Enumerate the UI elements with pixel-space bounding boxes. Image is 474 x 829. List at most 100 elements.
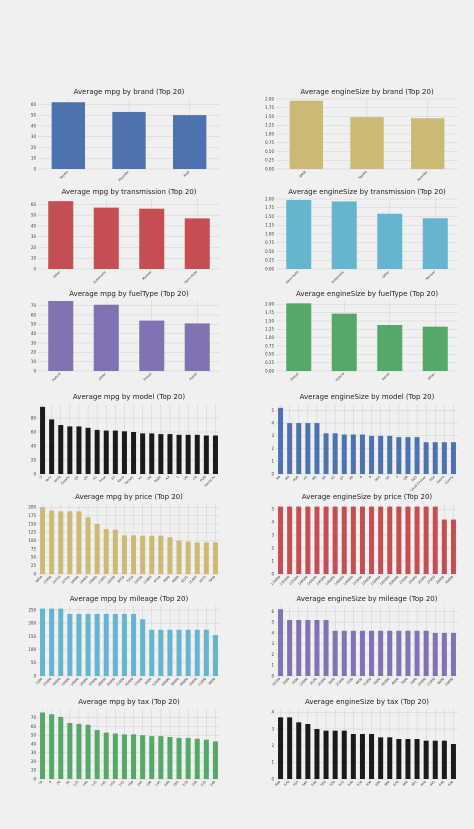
bar	[194, 738, 200, 779]
plot-area	[38, 404, 220, 474]
x-tick-label: A4	[165, 475, 171, 481]
chart-title: Average mpg by brand (Top 20)	[74, 88, 185, 96]
y-tick-label: 10	[31, 768, 37, 773]
y-tick-label: 40	[31, 223, 37, 228]
chart-panel-13: Average engineSize by tax (Top 20)012345…	[271, 698, 458, 787]
bar	[296, 722, 302, 779]
x-tick-label: Corolla	[60, 475, 71, 486]
x-tick-label: 9000	[144, 677, 153, 686]
bar	[441, 740, 447, 779]
y-tick-label: 0	[33, 571, 36, 576]
x-tick-label: 10	[38, 780, 44, 786]
x-tick-label: Ioniq	[53, 475, 61, 483]
y-tick-label: 4	[271, 420, 274, 425]
x-tick-label: 1	[175, 475, 179, 479]
x-tick-label: 15750	[61, 575, 71, 585]
bar	[378, 506, 384, 574]
bar	[323, 433, 329, 474]
plot-area	[276, 404, 458, 474]
bar	[296, 506, 302, 574]
x-tick-label: 21000	[115, 677, 125, 687]
bar	[314, 729, 320, 779]
bar	[67, 723, 73, 779]
chart-title: Average engineSize by transmission (Top …	[288, 188, 446, 196]
bar	[305, 506, 311, 574]
x-tick-label: 1000	[409, 677, 418, 686]
bar	[359, 630, 365, 676]
y-tick-label: 0.25	[265, 158, 274, 163]
y-tick-label: 125	[28, 530, 36, 535]
bar	[194, 542, 200, 574]
chart-title: Average engineSize by tax (Top 20)	[305, 698, 429, 706]
x-tick-label: X7	[303, 475, 309, 481]
bar	[305, 620, 311, 676]
bar	[441, 632, 447, 676]
y-tick-label: 1.75	[265, 105, 274, 110]
x-tick-label: R8	[275, 475, 281, 481]
bar	[167, 537, 173, 574]
y-tick-label: 3	[271, 433, 274, 438]
x-tick-label: 28000	[97, 677, 107, 687]
bar	[369, 630, 375, 676]
x-tick-label: 159000	[361, 575, 372, 586]
x-tick-label: Other	[427, 371, 437, 381]
x-tick-label: Q3	[83, 475, 89, 481]
bar	[405, 506, 411, 574]
bar	[286, 303, 312, 371]
x-tick-label: 18500	[106, 575, 116, 585]
y-tick-label: 70	[31, 303, 37, 308]
x-tick-label: A3	[110, 475, 116, 481]
y-tick-label: 1.25	[265, 327, 274, 332]
y-tick-label: 3	[271, 533, 274, 538]
x-tick-label: 140000	[297, 575, 308, 586]
x-tick-label: BMW	[298, 169, 307, 178]
bar	[410, 118, 445, 169]
y-tick-label: 20	[31, 350, 37, 355]
x-tick-label: 460	[402, 780, 409, 787]
x-tick-label: 565	[301, 780, 308, 787]
y-tick-label: 2.00	[265, 302, 274, 307]
bar	[40, 712, 46, 779]
x-tick-label: 15000	[61, 677, 71, 687]
x-tick-label: 200000	[388, 575, 399, 586]
x-tick-label: Other	[98, 371, 108, 381]
y-tick-label: 2	[271, 446, 274, 451]
bar	[139, 320, 165, 371]
y-tick-label: 0	[33, 368, 36, 373]
x-tick-label: 135	[91, 780, 98, 787]
x-tick-label: 515	[338, 780, 345, 787]
x-tick-label: 10450	[79, 575, 89, 585]
bar	[369, 506, 375, 574]
y-tick-label: 1	[271, 663, 274, 668]
bar	[286, 200, 312, 269]
bar	[432, 740, 438, 779]
bar	[278, 407, 284, 474]
x-tick-label: SQ5	[410, 475, 417, 482]
bar	[405, 739, 411, 779]
bar	[94, 613, 100, 676]
bar	[212, 435, 218, 474]
x-tick-label: 7899	[208, 575, 217, 584]
x-tick-label: 30000	[444, 575, 454, 585]
y-tick-label: 60	[31, 429, 37, 434]
x-tick-label: Diesel	[290, 372, 300, 382]
y-tick-label: 2.00	[265, 96, 274, 101]
y-tick-label: 250	[28, 607, 36, 612]
x-tick-label: 9000	[436, 677, 445, 686]
y-tick-label: 10	[31, 156, 37, 161]
x-tick-label: 235	[200, 780, 207, 787]
x-tick-label: 18990	[70, 575, 80, 585]
y-tick-label: 1	[271, 760, 274, 765]
y-tick-label: 0.00	[265, 166, 274, 171]
x-tick-label: 10000	[444, 677, 454, 687]
bar	[332, 506, 338, 574]
y-tick-label: 40	[31, 123, 37, 128]
x-tick-label: 52000	[152, 677, 162, 687]
bar	[287, 423, 293, 474]
x-tick-label: 230	[191, 780, 198, 787]
bar	[103, 613, 109, 676]
bar	[48, 201, 74, 269]
x-tick-label: Audi	[183, 170, 191, 178]
x-tick-label: 23000	[399, 575, 409, 585]
x-tick-label: 12000	[299, 677, 309, 687]
